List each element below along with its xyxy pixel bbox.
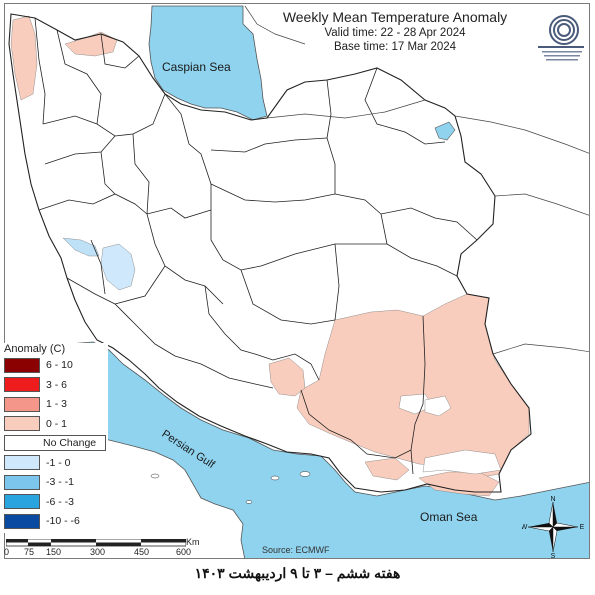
base-time: Base time: 17 Mar 2024: [333, 41, 457, 53]
legend-swatch: [4, 357, 40, 373]
caspian-sea: [148, 5, 268, 121]
no-change-hole-3: [422, 449, 502, 475]
compass-e: E: [580, 524, 584, 531]
legend-swatch: [4, 377, 40, 393]
legend-label: -1 - 0: [46, 456, 71, 469]
compass-n: N: [550, 496, 555, 503]
scale-labels: 0 75 150 300 450 600: [2, 547, 202, 559]
persian-gulf-oman-sea: [5, 341, 589, 558]
warm-patch-nw: [10, 15, 38, 101]
legend-swatch: [4, 513, 40, 529]
legend-title: Anomaly (C): [4, 343, 66, 355]
legend-item: -10 - -6: [4, 513, 108, 530]
no-change-hole-1: [398, 393, 434, 415]
legend-label: 1 - 3: [46, 398, 68, 411]
scale-tick-label: 600: [176, 547, 192, 557]
legend-label: 3 - 6: [46, 378, 68, 391]
scale-tick-label: 300: [90, 547, 106, 557]
legend-swatch: [4, 455, 40, 471]
legend-label: -6 - -3: [46, 495, 75, 508]
scale-unit: Km: [186, 537, 200, 547]
legend-label: 6 - 10: [46, 359, 73, 372]
oman-sea-label: Oman Sea: [420, 510, 478, 524]
scale-tick-label: 450: [134, 547, 150, 557]
title-block: Weekly Mean Temperature Anomaly Valid ti…: [250, 8, 540, 54]
compass-w: W: [522, 524, 528, 531]
footer-caption: هفته ششم – ۳ تا ۹ اردیبهشت ۱۴۰۳: [194, 565, 401, 581]
neighbor-borders: [244, 5, 589, 355]
warm-patch-south-west: [268, 357, 306, 397]
legend-label: -10 - -6: [46, 515, 80, 528]
no-change-hole-2: [424, 395, 452, 417]
legend-swatch: [4, 494, 40, 510]
cool-patch-west: [100, 243, 136, 291]
lake-west: [62, 237, 100, 257]
legend-item: 6 - 10: [4, 357, 108, 374]
map-title: Weekly Mean Temperature Anomaly: [282, 9, 508, 25]
legend-swatch: [4, 416, 40, 432]
warm-patch-southeast: [296, 293, 530, 479]
scale-bar: [6, 539, 186, 547]
valid-time: Valid time: 22 - 28 Apr 2024: [324, 27, 466, 39]
legend-item: -3 - -1: [4, 474, 108, 491]
scale-tick-label: 150: [46, 547, 62, 557]
source-credit: Source: ECMWF: [262, 545, 330, 555]
legend-item-no-change: No Change: [4, 435, 108, 452]
legend: Anomaly (C) 6 - 10 3 - 6 1 - 3 0 - 1 No …: [4, 343, 108, 533]
legend-swatch: [4, 396, 40, 412]
legend-item: 0 - 1: [4, 416, 108, 433]
legend-label: -3 - -1: [46, 476, 75, 489]
legend-item: 1 - 3: [4, 396, 108, 413]
legend-item: 3 - 6: [4, 377, 108, 394]
province-borders: [34, 17, 478, 475]
scale-tick-label: 75: [24, 547, 35, 557]
iran-outline: [8, 13, 532, 493]
compass-rose-icon: N S E W: [522, 496, 584, 558]
compass-s: S: [551, 553, 556, 558]
scale-tick-label: 0: [4, 547, 10, 557]
legend-item: -1 - 0: [4, 455, 108, 472]
lake-ne: [434, 121, 456, 141]
warm-patch-north: [64, 31, 118, 57]
legend-item: -6 - -3: [4, 494, 108, 511]
iran-anomaly-map: [5, 5, 589, 558]
legend-label: No Change: [4, 435, 106, 452]
organization-logo: [538, 15, 584, 61]
warm-patch-coast: [364, 457, 410, 481]
gulf-islands: [150, 471, 311, 504]
warm-patch-oman-coast: [418, 471, 500, 497]
caspian-sea-label: Caspian Sea: [162, 60, 231, 74]
legend-label: 0 - 1: [46, 417, 68, 430]
legend-swatch: [4, 474, 40, 490]
